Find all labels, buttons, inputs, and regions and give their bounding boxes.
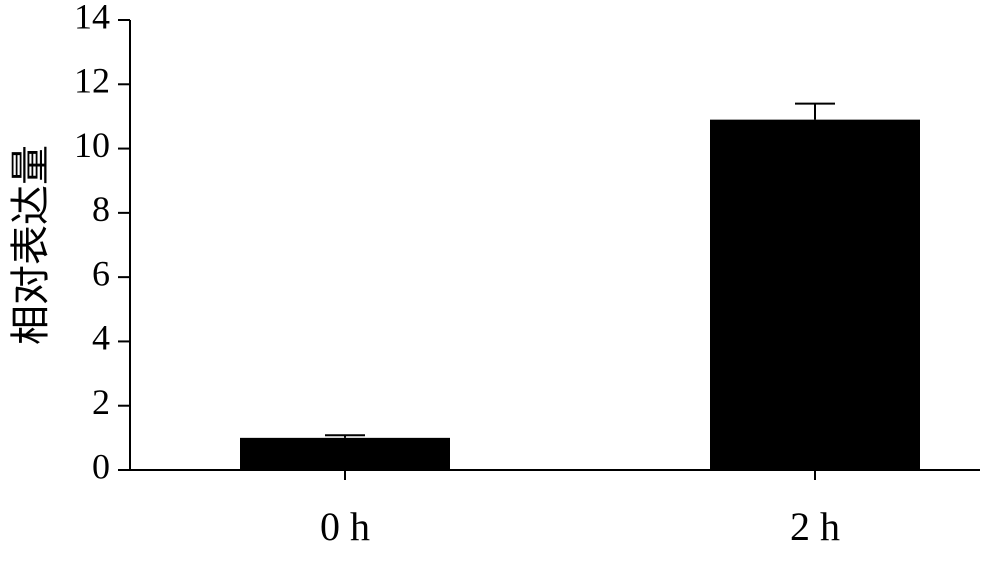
bar xyxy=(710,120,920,470)
bar xyxy=(240,438,450,470)
y-tick-label: 8 xyxy=(92,189,110,229)
y-tick-label: 6 xyxy=(92,253,110,293)
expression-bar-chart: 0 2 4 6 8 10 12 14 相对表达量 0 h 2 h xyxy=(0,0,1000,571)
y-tick-label: 4 xyxy=(92,318,110,358)
y-tick-label: 2 xyxy=(92,382,110,422)
x-tick-label: 2 h xyxy=(790,504,840,549)
y-tick-label: 12 xyxy=(74,61,110,101)
y-axis-title: 相对表达量 xyxy=(8,145,53,345)
y-tick-label: 14 xyxy=(74,0,110,36)
x-tick-label: 0 h xyxy=(320,504,370,549)
y-tick-label: 10 xyxy=(74,125,110,165)
y-tick-label: 0 xyxy=(92,446,110,486)
chart-svg: 0 2 4 6 8 10 12 14 相对表达量 0 h 2 h xyxy=(0,0,1000,571)
